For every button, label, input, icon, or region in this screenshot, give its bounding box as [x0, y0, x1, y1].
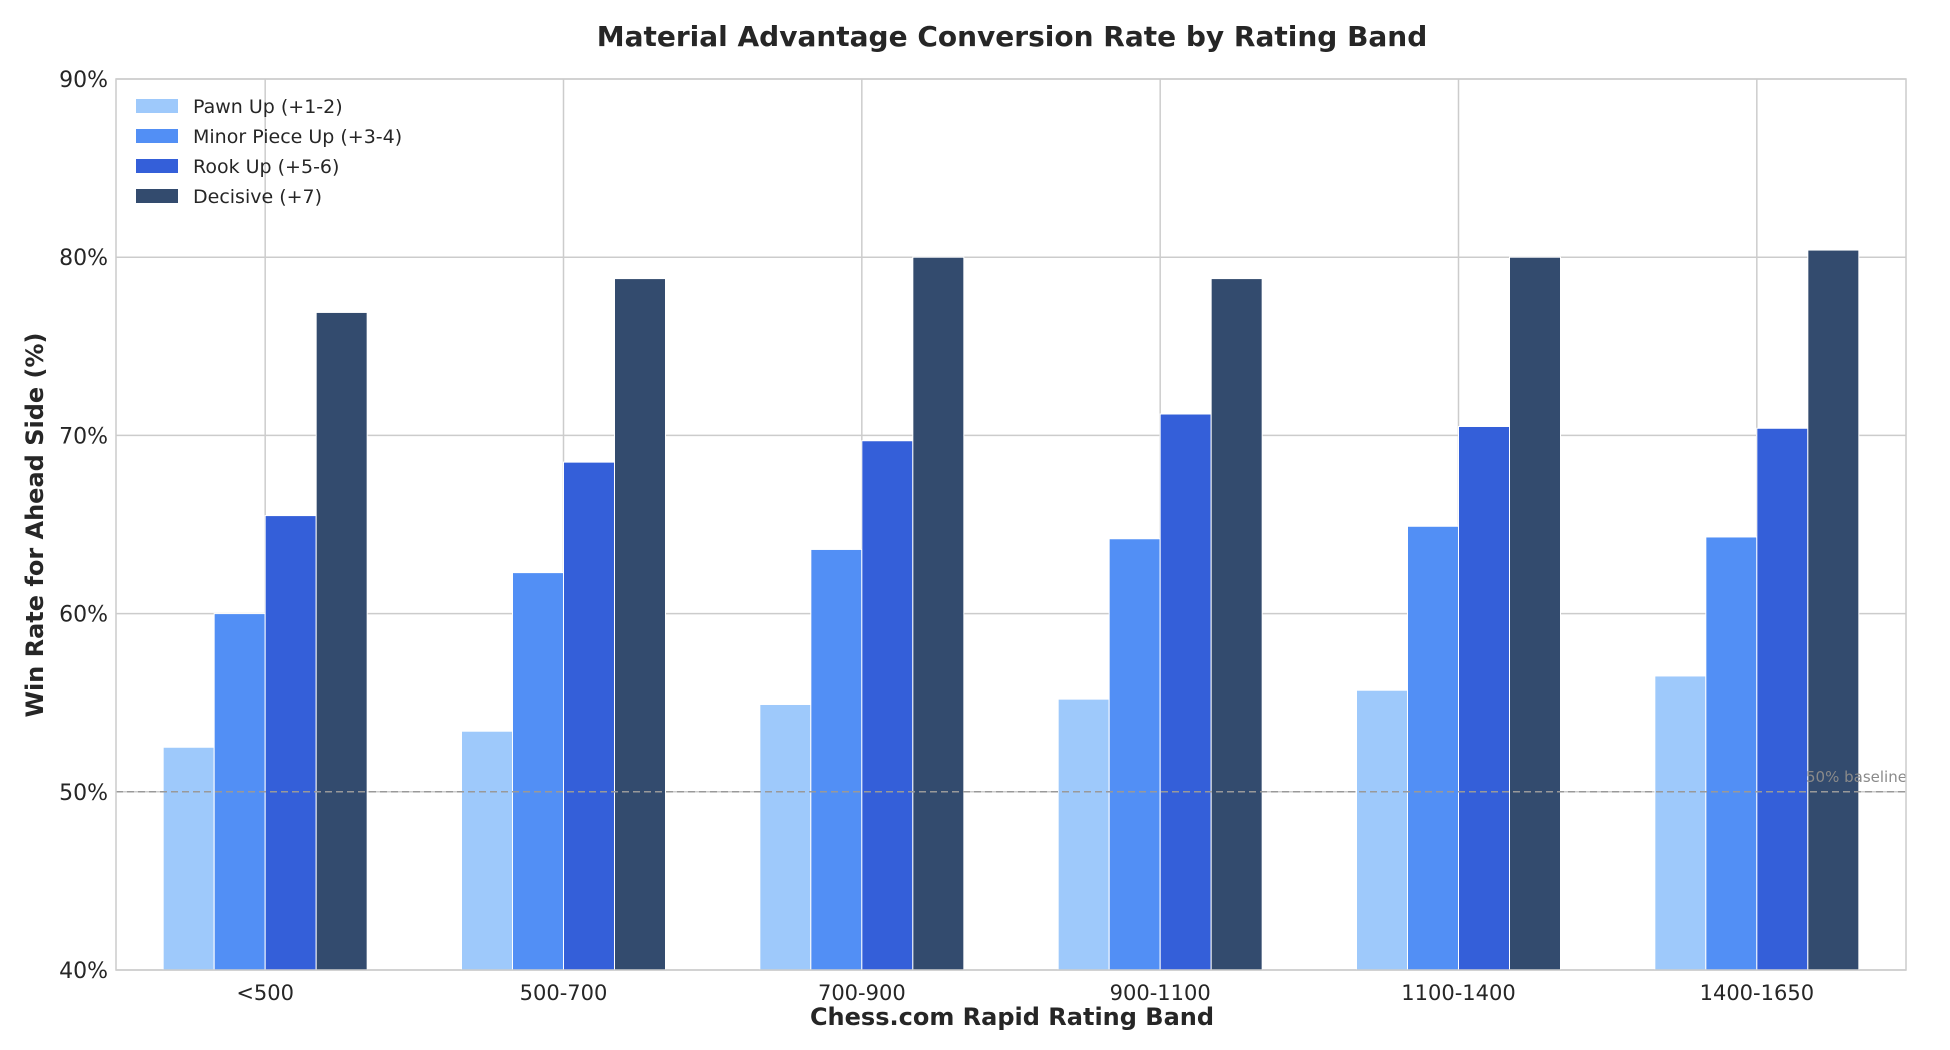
y-tick-label: 70%	[59, 424, 108, 449]
bar	[512, 572, 564, 971]
y-axis-label: Win Rate for Ahead Side (%)	[21, 332, 49, 717]
chart-title: Material Advantage Conversion Rate by Ra…	[597, 20, 1428, 53]
y-tick-label: 80%	[59, 246, 108, 271]
x-tick-label: 900-1100	[1110, 981, 1211, 1005]
bar	[810, 548, 863, 971]
bar	[1705, 536, 1758, 971]
x-ticks: <500 500-700 700-900 900-1100 1100-1400 1400-…	[236, 981, 1814, 1005]
x-tick-label: 1400-1650	[1700, 981, 1814, 1005]
x-tick-label: 700-900	[818, 981, 906, 1005]
bar	[614, 278, 666, 971]
y-tick-label: 50%	[59, 781, 108, 806]
bar	[1407, 525, 1459, 971]
legend: Pawn Up (+1-2) Minor Piece Up (+3-4) Rook …	[136, 96, 402, 208]
legend-swatch	[136, 159, 178, 173]
legend-swatch	[136, 189, 178, 203]
plot-frame	[115, 78, 1907, 971]
bar	[1654, 675, 1707, 971]
bar	[1807, 249, 1860, 971]
legend-label: Minor Piece Up (+3-4)	[193, 126, 402, 148]
legend-label: Decisive (+7)	[193, 186, 322, 208]
bars-layer	[162, 249, 1860, 971]
x-tick-label: 1100-1400	[1401, 981, 1515, 1005]
bar	[1756, 427, 1809, 971]
bar	[759, 703, 812, 971]
bar	[162, 746, 215, 971]
x-tick-label: 500-700	[520, 981, 608, 1005]
bar	[461, 730, 513, 971]
legend-label: Pawn Up (+1-2)	[193, 96, 343, 118]
legend-swatch	[136, 99, 178, 113]
legend-swatch	[136, 129, 178, 143]
bar	[1159, 413, 1212, 971]
bar	[1057, 698, 1110, 971]
y-tick-label: 90%	[59, 68, 108, 93]
y-ticks: 40% 50% 60% 70% 80% 90%	[59, 68, 108, 984]
x-axis-label: Chess.com Rapid Rating Band	[810, 1003, 1214, 1031]
y-tick-label: 40%	[59, 959, 108, 984]
bar	[1509, 256, 1561, 971]
bar	[1356, 689, 1408, 971]
baseline-layer: 50% baseline	[116, 768, 1907, 793]
y-tick-label: 60%	[59, 603, 108, 628]
bar	[1458, 425, 1510, 971]
x-tick-label: <500	[236, 981, 294, 1005]
bar	[1210, 278, 1263, 971]
legend-label: Rook Up (+5-6)	[193, 156, 339, 178]
bar	[563, 461, 615, 971]
bar	[912, 256, 965, 971]
bar	[315, 311, 368, 971]
bar	[264, 515, 317, 971]
bar	[1108, 538, 1161, 971]
baseline-label: 50% baseline	[1806, 768, 1907, 786]
bar	[861, 440, 914, 971]
